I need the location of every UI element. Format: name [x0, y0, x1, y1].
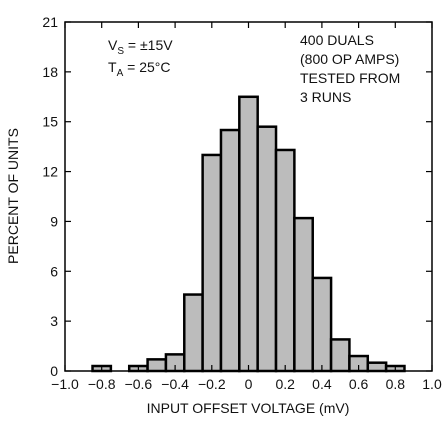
x-tick-label: 0.2	[275, 376, 295, 392]
x-tick-label: 1.0	[422, 376, 442, 392]
x-tick-label: −0.2	[198, 376, 226, 392]
x-axis-title: INPUT OFFSET VOLTAGE (mV)	[147, 400, 350, 416]
bar	[219, 128, 241, 373]
bar	[256, 125, 278, 373]
x-tick-label: −0.4	[161, 376, 189, 392]
annotation: TESTED FROM	[300, 70, 400, 86]
annotation: 400 DUALS	[300, 32, 374, 48]
annotation: (800 OP AMPS)	[300, 51, 399, 67]
x-tick-label: 0.6	[349, 376, 369, 392]
annotation-subscript: A	[117, 68, 124, 79]
x-tick-label: 0.8	[386, 376, 406, 392]
annotation-part: = 25°C	[123, 59, 170, 75]
x-tick-label: 0	[245, 376, 253, 392]
bar	[366, 361, 388, 373]
bar	[311, 276, 333, 373]
y-tick-label: 18	[42, 64, 58, 80]
annotation-part: V	[108, 37, 118, 53]
x-tick-label: −1.0	[51, 376, 79, 392]
annotation-part: T	[108, 59, 117, 75]
y-tick-label: 6	[50, 263, 58, 279]
y-tick-label: 3	[50, 313, 58, 329]
annotation-box	[292, 30, 422, 114]
annotation: 3 RUNS	[300, 89, 351, 105]
bar	[274, 148, 296, 373]
x-tick-label: −0.6	[125, 376, 153, 392]
bar	[183, 293, 204, 373]
bar	[201, 153, 223, 373]
y-axis-title: PERCENT OF UNITS	[5, 128, 21, 264]
annotation-subscript: S	[117, 46, 124, 57]
annotation-part: = ±15V	[124, 37, 173, 53]
bar	[329, 338, 351, 373]
y-tick-label: 9	[50, 213, 58, 229]
y-tick-label: 15	[42, 114, 58, 130]
annotation-box	[100, 30, 192, 78]
annotation: VS = ±15V	[108, 37, 173, 57]
bar	[293, 216, 314, 373]
bar	[146, 358, 168, 373]
annotation: TA = 25°C	[108, 59, 170, 79]
y-tick-label: 0	[50, 363, 58, 379]
x-tick-label: 0.4	[312, 376, 332, 392]
bar	[238, 95, 259, 373]
y-tick-label: 21	[42, 14, 58, 30]
y-tick-label: 12	[42, 164, 58, 180]
x-tick-label: −0.8	[88, 376, 116, 392]
